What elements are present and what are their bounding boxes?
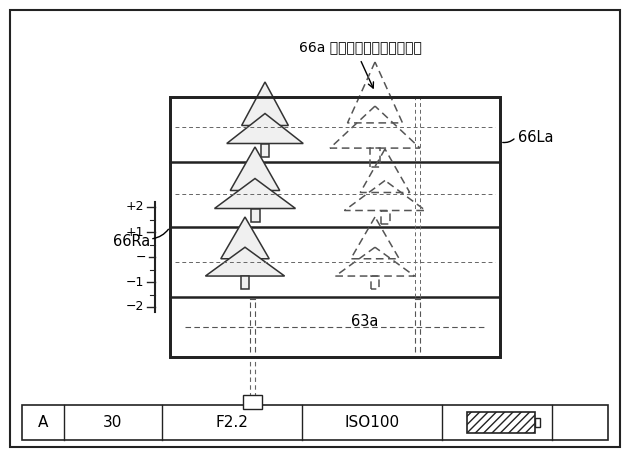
- Bar: [170, 97, 500, 357]
- Text: 30: 30: [103, 415, 123, 430]
- Text: −2: −2: [125, 301, 144, 314]
- Bar: [535, 418, 540, 427]
- Polygon shape: [227, 113, 303, 143]
- Text: +1: +1: [125, 225, 144, 239]
- Text: 63a: 63a: [352, 314, 379, 329]
- Text: ISO100: ISO100: [345, 415, 399, 430]
- Polygon shape: [230, 147, 280, 191]
- Polygon shape: [220, 217, 269, 259]
- Polygon shape: [205, 247, 285, 276]
- Polygon shape: [241, 276, 249, 289]
- Text: A: A: [38, 415, 48, 430]
- Text: 66Ra: 66Ra: [113, 234, 150, 250]
- Polygon shape: [251, 208, 260, 222]
- Text: 66a （スプリットイメージ）: 66a （スプリットイメージ）: [299, 40, 421, 54]
- Polygon shape: [242, 82, 289, 126]
- Polygon shape: [214, 179, 295, 208]
- Text: −: −: [135, 250, 146, 264]
- Polygon shape: [261, 143, 269, 157]
- Bar: [467, 412, 535, 433]
- Text: −1: −1: [125, 276, 144, 288]
- Bar: [170, 97, 500, 357]
- Text: 66La: 66La: [518, 129, 554, 144]
- Bar: [22, 405, 608, 440]
- Text: F2.2: F2.2: [215, 415, 248, 430]
- Text: +2: +2: [125, 201, 144, 213]
- Bar: [243, 395, 262, 409]
